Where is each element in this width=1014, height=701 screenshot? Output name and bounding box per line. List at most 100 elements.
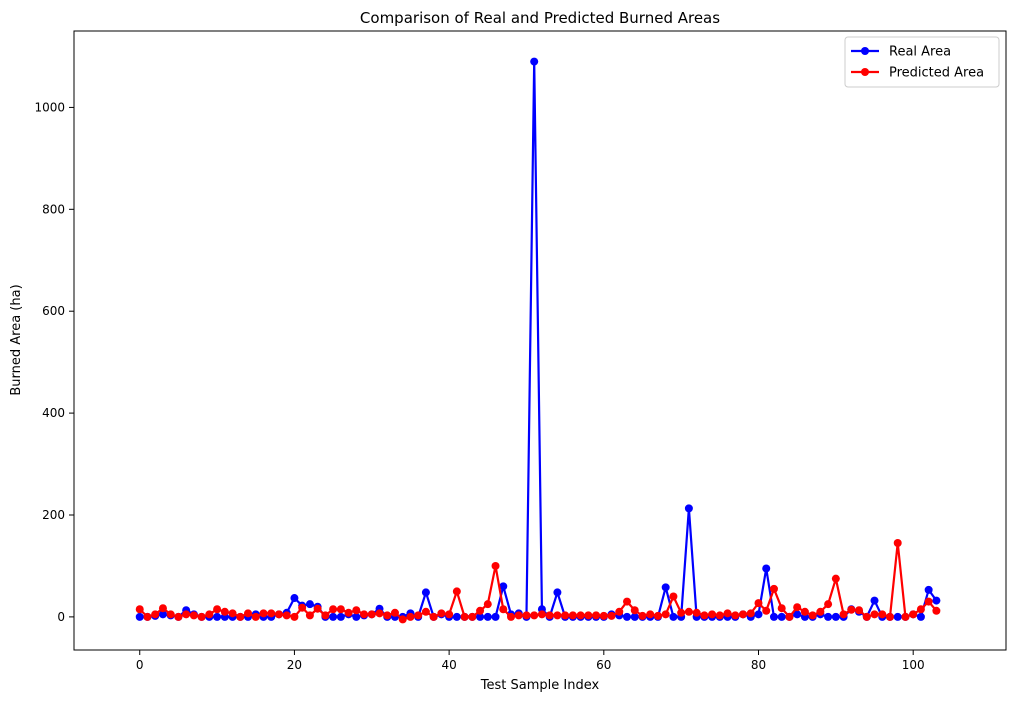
data-point [158,604,167,613]
data-point [762,564,771,573]
data-point [383,611,392,620]
data-point [282,611,291,620]
data-point [321,611,330,620]
data-point [870,610,879,619]
data-point [723,609,732,618]
y-tick-label: 200 [42,508,65,522]
data-point [677,608,686,617]
x-tick-label: 100 [902,658,925,672]
y-tick-label: 600 [42,304,65,318]
data-point [568,611,577,620]
legend-marker-swatch [861,47,869,55]
data-point [839,610,848,619]
data-point [360,610,369,619]
data-point [661,610,670,619]
data-point [800,607,809,616]
data-point [739,610,748,619]
data-point [754,599,763,608]
data-point [553,588,562,597]
data-point [824,600,833,609]
series-real-area [135,57,941,621]
data-point [630,606,639,615]
data-point [452,587,461,596]
data-point [274,610,283,619]
data-point [344,608,353,617]
data-point [298,603,307,612]
data-point [870,596,879,605]
data-point [623,597,632,606]
data-point [785,612,794,621]
data-point [514,611,523,620]
data-point [553,611,562,620]
x-tick-label: 0 [136,658,144,672]
data-point [855,606,864,615]
data-point [862,612,871,621]
data-point [445,610,454,619]
data-point [924,585,933,594]
data-point [607,611,616,620]
data-point [661,583,670,592]
x-axis: 0 20 40 60 80 100 [136,650,925,672]
data-point [406,612,415,621]
data-point [731,611,740,620]
x-tick-label: 40 [441,658,456,672]
data-point [213,605,222,614]
data-point [715,611,724,620]
data-point [476,612,485,621]
y-tick-label: 0 [57,610,65,624]
series-line [139,60,938,618]
data-point [220,607,229,616]
data-point [669,612,678,621]
data-point [259,609,268,618]
data-point [700,611,709,620]
data-point [530,611,539,620]
legend-frame [844,36,1000,88]
data-point [305,600,314,609]
data-point [414,611,423,620]
legend-item: Predicted Area [851,66,984,81]
data-point [762,606,771,615]
data-point [561,611,570,620]
series-line [138,541,938,621]
data-point [452,612,461,621]
data-point [166,610,175,619]
data-point [367,610,376,619]
data-point [638,611,647,620]
y-tick-label: 1000 [34,100,65,114]
data-point [909,610,918,619]
data-point [499,582,508,591]
legend-marker-swatch [861,68,869,76]
data-point [329,605,338,614]
data-point [630,612,639,621]
data-point [313,604,322,613]
plot-frame [73,30,1007,651]
data-point [885,612,894,621]
data-point [158,610,167,619]
data-point [483,612,492,621]
data-point [352,612,361,621]
legend-label: Real Area [889,45,951,60]
data-point [499,605,508,614]
data-point [584,611,593,620]
data-point [545,611,554,620]
data-point [421,588,430,597]
data-point [777,604,786,613]
x-tick-label: 60 [596,658,611,672]
data-point [267,609,276,618]
data-point [336,605,345,614]
data-point [646,610,655,619]
data-point [692,608,701,617]
data-point [599,611,608,620]
data-point [468,612,477,621]
data-point [483,600,492,609]
data-point [336,612,345,621]
data-point [932,596,941,605]
plot-area: 0 20 40 60 80 100 0 200 400 600 800 1000 [34,30,1007,672]
data-point [777,612,786,621]
y-tick-label: 800 [42,202,65,216]
data-point [623,612,632,621]
data-point [901,612,910,621]
data-point [228,609,237,618]
data-point [924,597,933,606]
